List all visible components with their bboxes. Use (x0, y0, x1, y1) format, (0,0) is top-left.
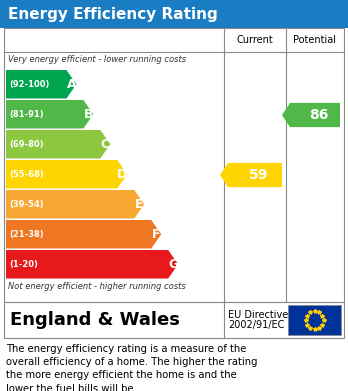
Polygon shape (282, 103, 340, 127)
Text: (92-100): (92-100) (9, 80, 49, 89)
Text: D: D (117, 168, 127, 181)
Text: (69-80): (69-80) (9, 140, 44, 149)
Text: England & Wales: England & Wales (10, 311, 180, 329)
Text: (81-91): (81-91) (9, 110, 44, 119)
Text: The energy efficiency rating is a measure of the
overall efficiency of a home. T: The energy efficiency rating is a measur… (6, 344, 258, 391)
Bar (4, 302, 344, 338)
Polygon shape (6, 100, 93, 129)
Polygon shape (6, 220, 161, 249)
Text: G: G (168, 258, 178, 271)
Polygon shape (6, 130, 110, 158)
Text: F: F (152, 228, 160, 241)
Text: (1-20): (1-20) (9, 260, 38, 269)
Text: A: A (66, 78, 76, 91)
Polygon shape (220, 163, 282, 187)
Text: E: E (135, 198, 143, 211)
Bar (4, 28, 344, 302)
Text: Energy Efficiency Rating: Energy Efficiency Rating (8, 7, 218, 22)
Polygon shape (6, 190, 144, 219)
Polygon shape (6, 250, 178, 278)
Text: (21-38): (21-38) (9, 230, 44, 239)
Polygon shape (6, 160, 127, 188)
Text: Not energy efficient - higher running costs: Not energy efficient - higher running co… (8, 282, 186, 291)
Text: Very energy efficient - lower running costs: Very energy efficient - lower running co… (8, 55, 186, 64)
Text: B: B (84, 108, 93, 121)
Bar (0, 0, 348, 28)
Text: (39-54): (39-54) (9, 200, 44, 209)
Text: 86: 86 (309, 108, 329, 122)
Bar (288, 305, 341, 335)
Text: C: C (101, 138, 110, 151)
Text: Potential: Potential (293, 35, 337, 45)
Text: Current: Current (237, 35, 274, 45)
Text: (55-68): (55-68) (9, 170, 44, 179)
Text: EU Directive: EU Directive (228, 310, 288, 319)
Polygon shape (6, 70, 77, 99)
Text: 2002/91/EC: 2002/91/EC (228, 320, 284, 330)
Text: 59: 59 (249, 168, 269, 182)
